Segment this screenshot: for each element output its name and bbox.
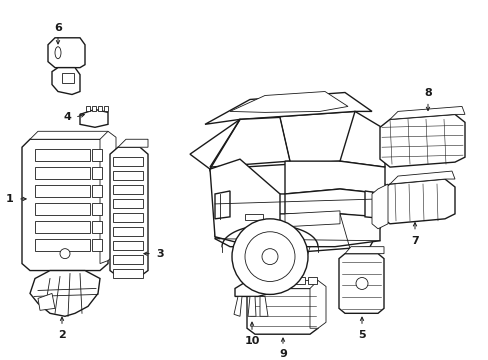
Bar xyxy=(35,203,90,215)
Polygon shape xyxy=(371,184,387,229)
Bar xyxy=(113,213,142,222)
Polygon shape xyxy=(215,191,229,219)
Polygon shape xyxy=(309,280,325,328)
Circle shape xyxy=(60,249,70,258)
Text: 10: 10 xyxy=(244,336,259,346)
Bar xyxy=(98,107,102,111)
Bar xyxy=(113,157,142,166)
Bar xyxy=(113,269,142,278)
Polygon shape xyxy=(379,114,464,167)
Polygon shape xyxy=(220,194,384,254)
Circle shape xyxy=(262,249,278,265)
Bar xyxy=(92,239,102,251)
Bar xyxy=(62,73,74,82)
Bar xyxy=(113,199,142,208)
Polygon shape xyxy=(389,107,464,120)
Bar xyxy=(86,107,90,111)
Polygon shape xyxy=(100,131,116,264)
Text: 5: 5 xyxy=(357,330,365,340)
Text: 2: 2 xyxy=(58,330,66,340)
Bar xyxy=(35,221,90,233)
Bar xyxy=(295,276,305,284)
Polygon shape xyxy=(215,214,379,247)
Polygon shape xyxy=(254,280,317,288)
Polygon shape xyxy=(30,271,100,316)
Polygon shape xyxy=(204,93,371,124)
Bar xyxy=(113,171,142,180)
Bar xyxy=(113,227,142,236)
Text: 7: 7 xyxy=(410,236,418,246)
Polygon shape xyxy=(235,279,269,296)
Bar xyxy=(113,255,142,264)
Circle shape xyxy=(231,219,307,294)
Bar xyxy=(92,221,102,233)
Bar xyxy=(307,276,316,284)
Polygon shape xyxy=(364,191,384,219)
Polygon shape xyxy=(260,296,267,316)
Polygon shape xyxy=(389,171,454,184)
Bar xyxy=(92,107,96,111)
Polygon shape xyxy=(234,296,242,316)
Ellipse shape xyxy=(55,47,61,59)
Polygon shape xyxy=(118,139,148,147)
Text: 3: 3 xyxy=(156,249,163,258)
Bar xyxy=(244,214,263,220)
Bar xyxy=(113,241,142,250)
Polygon shape xyxy=(190,111,384,169)
Bar xyxy=(92,149,102,161)
Bar xyxy=(35,239,90,251)
Polygon shape xyxy=(338,254,383,313)
Polygon shape xyxy=(229,91,347,112)
Polygon shape xyxy=(80,109,108,127)
Text: 9: 9 xyxy=(279,349,286,359)
Polygon shape xyxy=(209,169,220,239)
Polygon shape xyxy=(30,131,108,139)
Bar xyxy=(35,149,90,161)
Polygon shape xyxy=(285,211,339,227)
Polygon shape xyxy=(52,68,80,94)
Bar xyxy=(271,276,281,284)
Circle shape xyxy=(244,232,294,282)
Bar xyxy=(92,185,102,197)
Bar xyxy=(92,167,102,179)
Bar xyxy=(92,203,102,215)
Bar xyxy=(104,107,108,111)
Text: 8: 8 xyxy=(423,89,431,99)
Polygon shape xyxy=(110,147,148,276)
Bar xyxy=(35,167,90,179)
Text: 1: 1 xyxy=(6,194,14,204)
Bar xyxy=(113,185,142,194)
Polygon shape xyxy=(247,296,256,316)
Text: 6: 6 xyxy=(54,23,62,33)
Polygon shape xyxy=(285,161,384,194)
Polygon shape xyxy=(38,293,55,310)
Polygon shape xyxy=(22,139,108,271)
Bar xyxy=(35,185,90,197)
Polygon shape xyxy=(209,159,280,254)
Polygon shape xyxy=(48,38,85,68)
Polygon shape xyxy=(246,288,317,334)
Bar xyxy=(284,276,292,284)
Polygon shape xyxy=(379,179,454,224)
Bar xyxy=(260,276,268,284)
Polygon shape xyxy=(209,117,289,167)
Polygon shape xyxy=(285,189,384,219)
Text: 4: 4 xyxy=(63,112,71,122)
Polygon shape xyxy=(345,247,383,254)
Circle shape xyxy=(355,278,367,289)
